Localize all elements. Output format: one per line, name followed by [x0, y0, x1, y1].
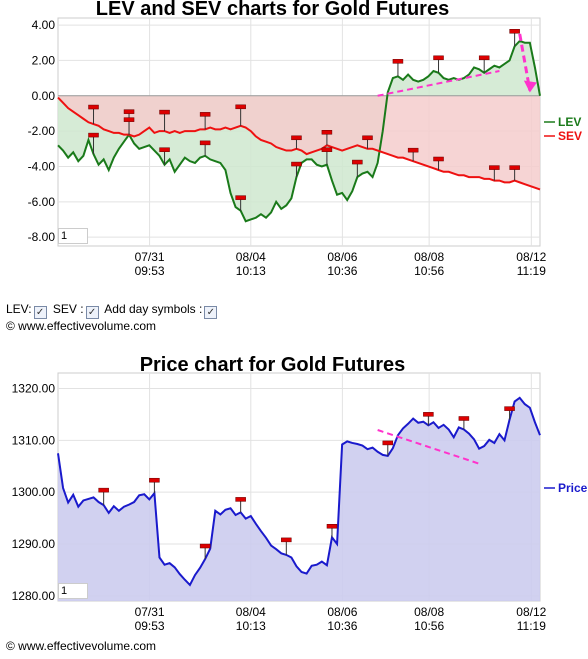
legend-label-sev: SEV	[558, 129, 582, 143]
x-tick-time: 11:19	[517, 264, 546, 278]
x-tick-time: 09:53	[135, 619, 165, 633]
y-tick-label: -8.00	[28, 230, 56, 244]
y-tick-label: 1300.00	[12, 485, 56, 499]
day-marker-flag	[489, 165, 500, 170]
day-marker-flag	[321, 130, 333, 135]
x-tick-date: 08/06	[327, 605, 357, 619]
day-marker-flag	[407, 147, 419, 153]
x-tick-date: 08/08	[414, 250, 444, 264]
price-chart: 1320.00 1310.00 1300.00 1290.00 1280.00 07/31…	[12, 372, 588, 633]
y-tick-label: 4.00	[32, 18, 56, 32]
day-marker-flag	[159, 147, 170, 152]
chart1-zoom-box[interactable]: 1	[58, 228, 88, 244]
chart2-title: Price chart for Gold Futures	[139, 354, 406, 376]
x-tick-date: 08/04	[236, 605, 266, 619]
x-tick-date: 08/12	[516, 605, 546, 619]
day-marker-flag	[149, 477, 160, 483]
series-area-price	[58, 397, 540, 601]
day-marker-flag	[423, 412, 434, 417]
x-tick-date: 07/31	[135, 605, 165, 619]
copyright-top[interactable]: © www.effectivevolume.com	[6, 319, 157, 333]
y-tick-label: -4.00	[28, 159, 56, 173]
x-tick-date: 07/31	[135, 250, 165, 264]
x-tick-date: 08/06	[327, 250, 357, 264]
day-marker-flag	[326, 524, 338, 529]
chart1-title: LEV and SEV charts for Gold Futures	[95, 0, 450, 20]
day-marker-flag	[509, 29, 520, 34]
sev-label: SEV :	[52, 302, 84, 316]
day-marker-flag	[291, 161, 302, 167]
chart2-zoom-box[interactable]: 1	[58, 583, 88, 599]
day-marker-flag	[159, 109, 170, 115]
y-tick-label: 1290.00	[12, 537, 56, 551]
day-marker-flag	[199, 112, 211, 117]
chart-controls: LEV: ✓ SEV : ✓ Add day symbols : ✓	[6, 302, 220, 319]
day-symbols-label: Add day symbols :	[104, 302, 203, 316]
y-tick-label: 1320.00	[12, 382, 56, 396]
x-tick-time: 10:36	[327, 619, 357, 633]
x-tick-date: 08/08	[414, 605, 444, 619]
y-tick-label: 2.00	[32, 53, 56, 67]
sev-checkbox[interactable]: ✓	[85, 306, 99, 319]
day-marker-flag	[504, 406, 515, 411]
y-tick-label: -6.00	[28, 195, 56, 209]
legend-label-lev: LEV	[558, 115, 581, 129]
day-marker-flag	[123, 117, 135, 122]
x-tick-time: 10:13	[236, 264, 266, 278]
series-area-sev	[58, 95, 540, 190]
day-marker-flag	[123, 109, 135, 114]
day-marker-flag	[235, 195, 246, 200]
series-line-price	[57, 396, 541, 587]
x-tick-date: 08/04	[236, 250, 266, 264]
y-tick-label: 1310.00	[12, 433, 56, 447]
down-arrow-shaft	[518, 33, 532, 91]
trendline	[377, 70, 500, 97]
series-line-sev	[57, 96, 541, 191]
day-marker-flag	[199, 543, 211, 549]
day-marker-flag	[509, 165, 520, 170]
lev-label: LEV:	[6, 302, 32, 316]
x-tick-time: 10:36	[327, 264, 357, 278]
y-tick-label: 1280.00	[12, 589, 56, 603]
day-marker-flag	[88, 132, 99, 138]
x-tick-time: 10:56	[414, 619, 444, 633]
x-tick-time: 10:13	[236, 619, 266, 633]
x-tick-time: 10:56	[414, 264, 444, 278]
y-tick-label: 0.00	[32, 89, 56, 103]
day-marker-flag	[235, 104, 246, 110]
day-marker-flag	[433, 55, 444, 61]
lev-checkbox[interactable]: ✓	[33, 306, 47, 319]
day-marker-flag	[291, 135, 302, 141]
copyright-bottom[interactable]: © www.effectivevolume.com	[6, 639, 157, 653]
day-marker-flag	[98, 487, 109, 493]
day-marker-flag	[199, 140, 211, 146]
day-marker-flag	[382, 440, 394, 446]
day-marker-flag	[362, 135, 373, 141]
day-marker-flag	[433, 156, 444, 162]
day-marker-flag	[392, 59, 404, 64]
x-tick-time: 11:19	[517, 619, 546, 633]
down-arrow-head	[523, 80, 537, 93]
lev-sev-chart: 4.00 2.00 0.00 -2.00 -4.00 -6.00 -8.00 07/3109:…	[28, 17, 582, 278]
day-marker-flag	[281, 537, 292, 543]
day-marker-flag	[88, 104, 99, 110]
day-marker-flag	[235, 497, 246, 502]
legend-label-price: Price	[558, 481, 588, 495]
day-marker-flag	[478, 55, 490, 61]
day-marker-flag	[352, 159, 363, 165]
x-tick-date: 08/12	[516, 250, 546, 264]
day-marker-flag	[321, 147, 333, 152]
x-tick-time: 09:53	[135, 264, 165, 278]
day-marker-flag	[458, 416, 470, 421]
y-tick-label: -2.00	[28, 124, 56, 138]
trendline	[377, 429, 480, 465]
day-symbols-checkbox[interactable]: ✓	[204, 306, 218, 319]
